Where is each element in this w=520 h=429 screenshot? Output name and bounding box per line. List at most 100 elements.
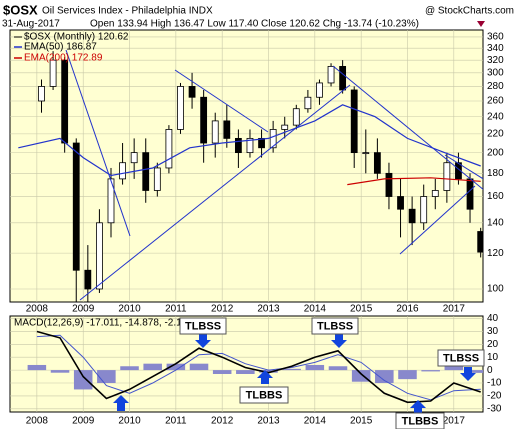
histogram-bar [471,370,483,373]
x-tick-label: 2013 [257,304,280,315]
candle-body [61,59,69,144]
symbol: $OSX [3,2,38,17]
callout-label: TLBBS [246,389,283,401]
candle-body [246,137,254,154]
callout-box [395,412,445,429]
histogram-bar [351,370,371,382]
y-tick-label: 120 [487,248,504,259]
legend-entry: $OSX (Monthly) 120.62 [24,32,129,43]
arrow [460,367,476,381]
candle-body [211,120,219,144]
y-tick-label: 280 [487,81,504,92]
y-tick-label: 200 [487,147,504,158]
macd-title: MACD(12,26,9) -17.011, -14.878, -2.133 [14,318,193,329]
x-tick-label: 2014 [304,304,327,315]
signal-line [36,334,481,401]
x-tick-label: 2013 [257,416,280,427]
histogram-bar [305,364,325,371]
candle-body [373,152,381,174]
x-tick-label: 2012 [211,304,234,315]
trendlines [65,49,483,301]
histogram-bar [236,370,255,374]
callout-box [239,386,289,404]
y-tick-label: 360 [487,32,504,43]
callouts: TLBSS TLBSS TLBSS TLBBS TLBBS [113,317,485,429]
candle-body [258,137,265,149]
y-tick-label: 180 [487,168,504,179]
candle-body [49,59,57,87]
ema-line [347,177,481,186]
arrow [410,400,426,413]
x-tick-label: 2012 [211,416,234,427]
y-tick-label: 0 [487,365,493,376]
candle-body [142,152,150,191]
callout-label: TLBSS [185,320,221,332]
histogram-bar [50,370,70,373]
candle-body [130,152,138,164]
candle-body [443,162,451,191]
candle-body [408,208,416,224]
candle-body [177,86,184,130]
candle-body [84,269,92,290]
candle-body [165,129,173,169]
callout-box [437,349,485,367]
histogram-bar [398,370,417,380]
candle-body [362,152,370,155]
x-tick-label: 2008 [26,416,49,427]
y-tick-label: -20 [487,391,502,402]
candle-body [234,137,242,154]
price-panel [9,29,484,303]
callout-box [179,317,227,335]
x-tick-label: 2009 [72,416,95,427]
candle-body [316,82,323,98]
candle-body [119,162,126,180]
down-marker [477,21,485,27]
candle-body [200,96,208,144]
x-tick-label: 2010 [118,304,141,315]
y-tick-label: 40 [487,313,499,324]
arrow [257,370,273,384]
callout-label: TLBSS [317,320,353,332]
histogram-bar [166,363,186,371]
y-tick-label: -10 [487,378,502,389]
histogram-bar [328,366,348,371]
candle-body [153,167,161,191]
y-tick-label: 10 [487,352,499,363]
y-tick-label: 260 [487,96,504,107]
candle-body [269,129,277,149]
histogram-bar [259,370,278,373]
histogram-bar [120,366,139,371]
y-tick-label: 20 [487,339,499,350]
ema-line [18,104,481,177]
candle-body [477,231,483,253]
x-tick-label: 2011 [165,304,187,315]
candle-body [466,178,474,210]
histogram-bar [282,368,301,371]
candle-body [281,124,289,130]
x-tick-label: 2015 [350,304,373,315]
candle-body [420,196,428,224]
x-tick-label: 2015 [350,416,373,427]
candle-body [327,65,335,84]
candle-body [72,142,80,271]
y-tick-label: 240 [487,111,504,122]
y-tick-label: 160 [487,191,504,202]
x-tick-label: 2010 [118,416,141,427]
histogram-bar [27,364,47,371]
candle-body [223,120,231,139]
candle-body [188,86,196,98]
source: @ StockCharts.com [425,6,514,17]
x-tick-label: 2017 [443,304,466,315]
y-tick-label: -30 [487,403,502,414]
y-tick-label: 100 [487,284,504,295]
macd-line [36,330,481,404]
legend: $OSX (Monthly) 120.62 EMA(50) 186.87 EMA… [14,32,129,64]
legend-entry: EMA(50) 186.87 [24,42,97,53]
x-tick-label: 2008 [26,304,49,315]
histogram-bar [375,370,394,384]
subtitle: Oil Services Index - Philadelphia INDX [42,6,213,17]
legend-entry: EMA(200) 172.89 [24,53,103,64]
arrow [331,334,347,348]
x-tick-label: 2009 [72,304,95,315]
